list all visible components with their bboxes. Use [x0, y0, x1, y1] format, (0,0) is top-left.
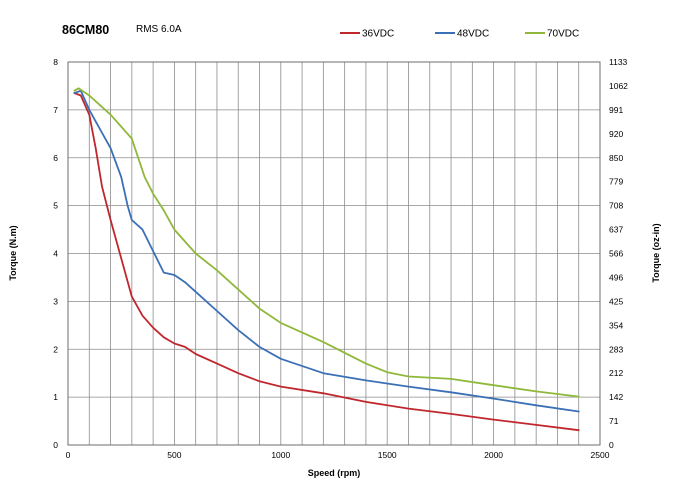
y2-axis-ticks: 0 71 142 212 283 354 425 496 566 637 708 779 850 920 9…: [609, 57, 628, 450]
x-tick-label: 1500: [378, 450, 397, 460]
y2-tick-label: 354: [609, 320, 623, 330]
legend: 36VDC 48VDC 70VDC: [340, 29, 579, 40]
y-tick-label: 2: [53, 344, 58, 354]
y2-tick-label: 850: [609, 153, 623, 163]
legend-label-70vdc: 70VDC: [547, 29, 579, 40]
x-axis-ticks: 0 500 1000 1500 2000 2500: [66, 450, 610, 460]
y-tick-label: 1: [53, 392, 58, 402]
y2-axis-label: Torque (oz-in): [651, 223, 661, 282]
series-group: [73, 87, 580, 432]
y2-tick-label: 779: [609, 177, 623, 187]
y2-tick-label: 0: [609, 440, 614, 450]
y2-tick-label: 425: [609, 296, 623, 306]
y2-tick-label: 566: [609, 249, 623, 259]
x-tick-label: 2000: [484, 450, 503, 460]
y-tick-label: 0: [53, 440, 58, 450]
y2-tick-label: 708: [609, 201, 623, 211]
series-line-70vdc: [73, 87, 580, 398]
y2-tick-label: 142: [609, 392, 623, 402]
y-axis-ticks: 0 1 2 3 4 5 6 7 8: [53, 57, 58, 450]
y2-tick-label: 1062: [609, 81, 628, 91]
x-tick-label: 0: [66, 450, 71, 460]
chart-subtitle: RMS 6.0A: [136, 24, 182, 35]
series-line-36vdc: [73, 92, 580, 432]
series-line-48vdc: [73, 89, 580, 413]
y2-tick-label: 71: [609, 416, 619, 426]
plot-frame: [67, 61, 601, 446]
y-tick-label: 4: [53, 249, 58, 259]
y2-tick-label: 212: [609, 368, 623, 378]
y-tick-label: 5: [53, 201, 58, 211]
x-tick-label: 2500: [591, 450, 610, 460]
y-axis-label: Torque (N.m): [8, 225, 18, 280]
y2-tick-label: 283: [609, 344, 623, 354]
y-tick-label: 3: [53, 296, 58, 306]
y-tick-label: 7: [53, 105, 58, 115]
chart-title: 86CM80: [62, 23, 109, 37]
y-tick-label: 8: [53, 57, 58, 67]
y2-tick-label: 920: [609, 129, 623, 139]
y2-tick-label: 496: [609, 272, 623, 282]
y-tick-label: 6: [53, 153, 58, 163]
y2-tick-label: 991: [609, 105, 623, 115]
legend-label-36vdc: 36VDC: [362, 29, 394, 40]
y2-tick-label: 637: [609, 225, 623, 235]
grid: [68, 62, 600, 445]
x-tick-label: 1000: [271, 450, 290, 460]
x-axis-label: Speed (rpm): [308, 468, 361, 478]
y2-tick-label: 1133: [609, 57, 628, 67]
x-tick-label: 500: [167, 450, 181, 460]
legend-label-48vdc: 48VDC: [457, 29, 489, 40]
